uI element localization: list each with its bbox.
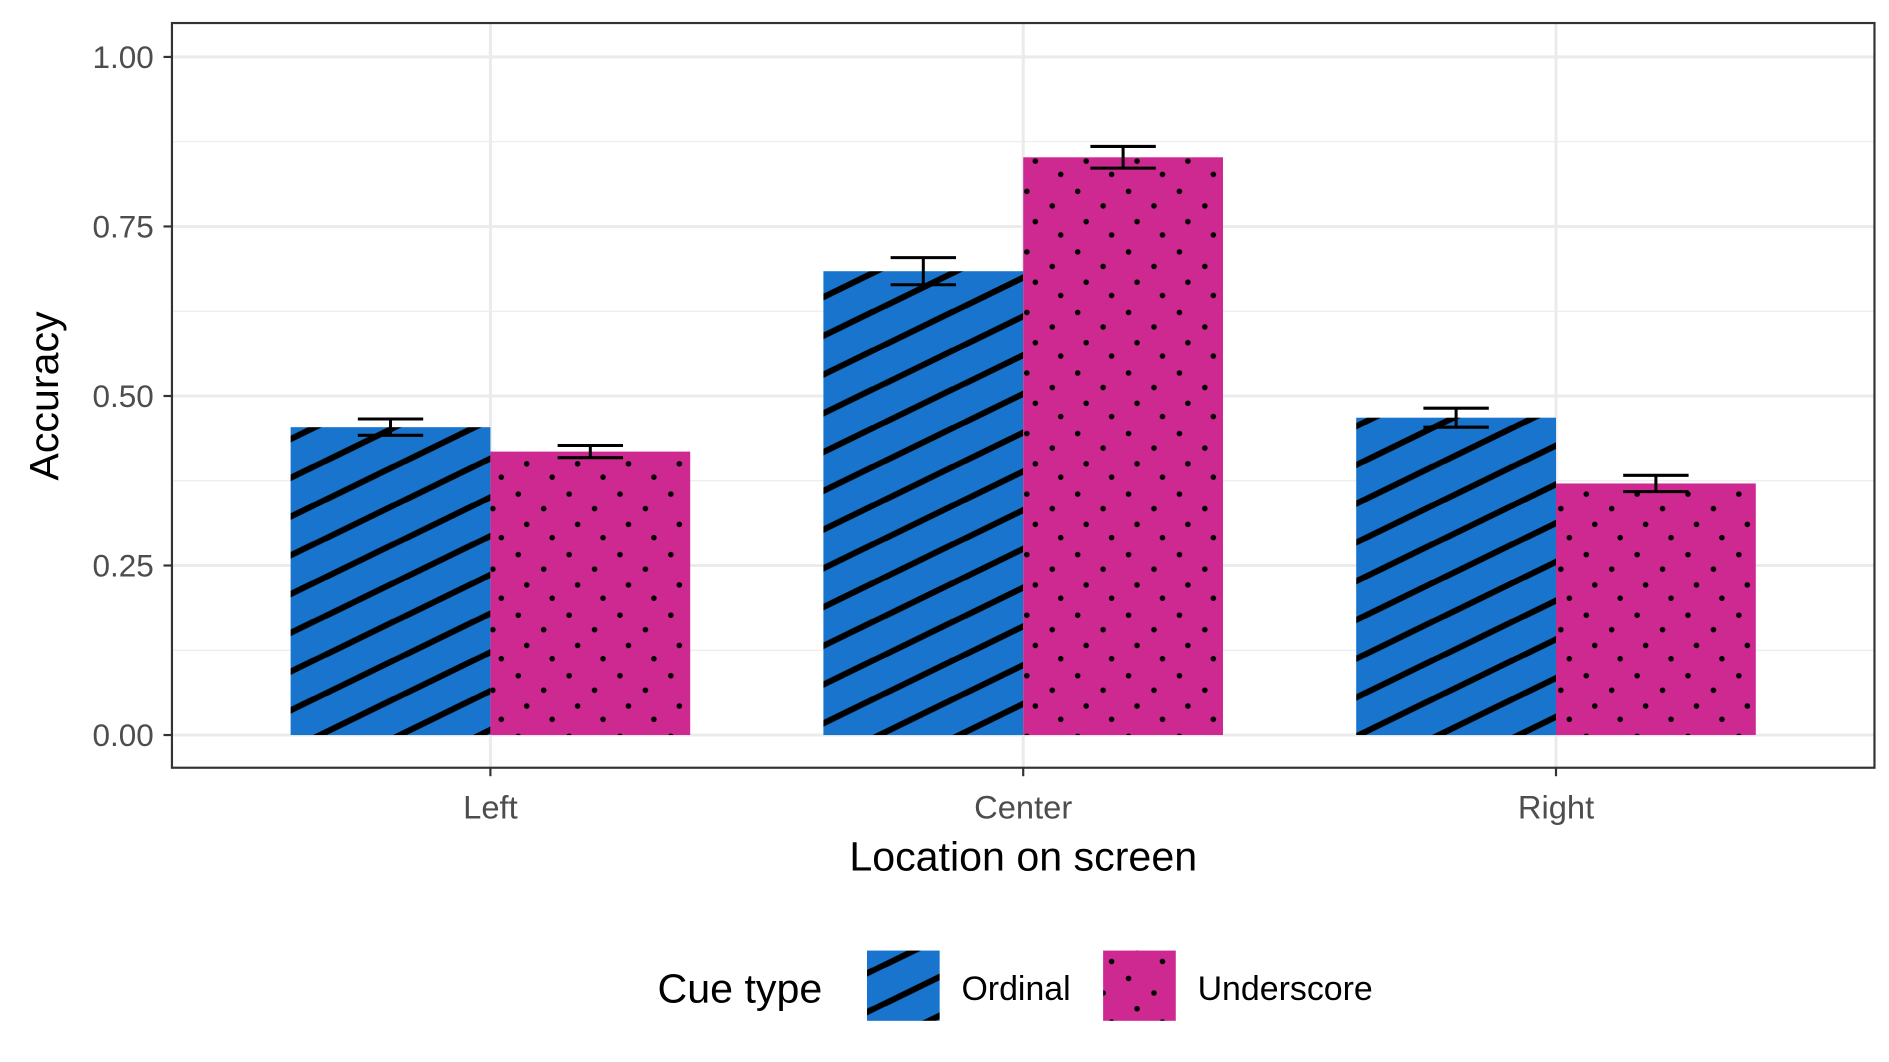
axes: 0.00 0.25 0.50 0.75 1.00 Left Center Right xyxy=(93,40,1595,826)
x-tick-label: Right xyxy=(1518,789,1594,826)
y-tick-label: 0.75 xyxy=(93,209,154,244)
y-tick-label: 0.50 xyxy=(93,379,154,414)
bars xyxy=(290,144,1756,736)
x-tick-label: Center xyxy=(974,789,1072,826)
legend-title: Cue type xyxy=(658,966,823,1012)
legend-label-underscore: Underscore xyxy=(1198,970,1373,1008)
error-bar xyxy=(357,417,424,437)
error-bar xyxy=(1423,406,1489,429)
x-axis-title: Location on screen xyxy=(849,834,1197,880)
legend: Cue type Ordinal Underscore xyxy=(658,950,1373,1021)
error-bar xyxy=(1090,144,1156,170)
y-tick-label: 1.00 xyxy=(93,40,154,75)
error-bar xyxy=(1623,473,1689,494)
bar-ordinal-left xyxy=(290,427,491,736)
x-tick-label: Left xyxy=(463,789,518,826)
error-bar xyxy=(557,443,624,460)
y-tick-label: 0.00 xyxy=(93,718,154,753)
y-tick-label: 0.25 xyxy=(93,548,154,583)
legend-key-underscore xyxy=(1103,950,1176,1021)
bar-ordinal-center xyxy=(823,271,1024,736)
legend-key-ordinal xyxy=(867,950,940,1021)
bar-underscore-right xyxy=(1556,483,1756,736)
bar-underscore-center xyxy=(1023,157,1224,736)
bar-underscore-left xyxy=(490,451,691,736)
error-bar xyxy=(890,256,957,287)
legend-label-ordinal: Ordinal xyxy=(961,970,1070,1008)
y-axis-title: Accuracy xyxy=(21,311,67,481)
bar-ordinal-right xyxy=(1356,417,1557,736)
